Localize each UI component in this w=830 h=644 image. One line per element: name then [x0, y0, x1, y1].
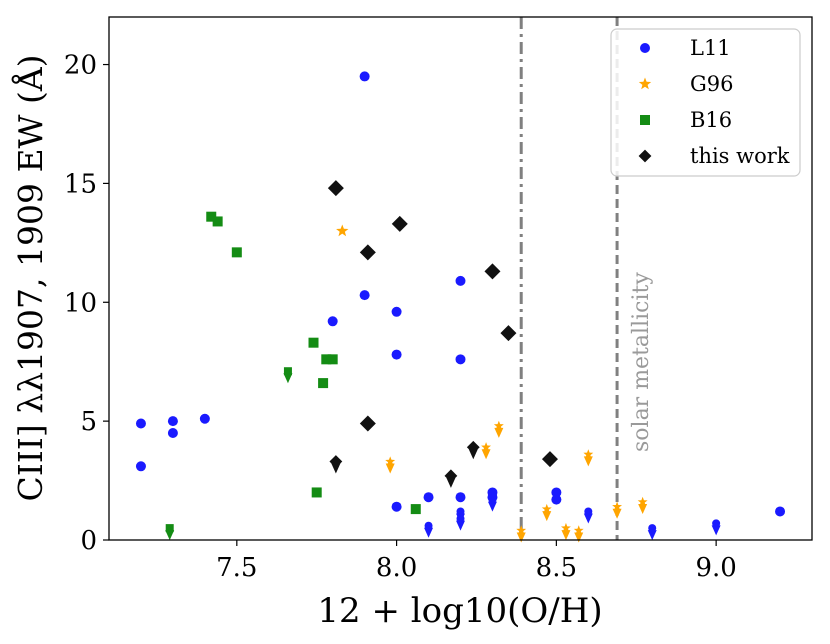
- this-work-upper-limit-arrow-0: [331, 463, 341, 474]
- b16-point-1: [212, 216, 223, 227]
- legend-label-g96: G96: [690, 72, 734, 96]
- legend-marker-b16: [640, 115, 650, 125]
- b16-point-6: [321, 354, 332, 365]
- l11-point-1: [135, 461, 146, 472]
- l11-upper-limit-arrow-5: [647, 530, 657, 541]
- l11-point-11: [423, 492, 434, 503]
- l11-point-13: [455, 354, 466, 365]
- g96-upper-limit-5: [561, 522, 571, 533]
- b16-upper-limit-arrow-0: [165, 530, 175, 541]
- g96-upper-limit-4: [541, 503, 552, 514]
- l11-point-19: [775, 506, 786, 517]
- b16-point-7: [327, 354, 338, 365]
- l11-point-2: [167, 416, 178, 427]
- y-tick-label-2: 10: [64, 288, 97, 318]
- l11-point-10: [391, 501, 402, 512]
- legend-box: [610, 28, 801, 177]
- l11-point-9: [391, 349, 402, 360]
- x-tick-label-3: 9.0: [695, 553, 736, 583]
- x-tick-label-1: 8.0: [376, 553, 417, 583]
- l11-upper-limit-arrow-6: [711, 525, 721, 536]
- y-tick-label-1: 5: [80, 407, 97, 437]
- y-tick-label-3: 15: [64, 169, 97, 199]
- legend-label-this-work: this work: [690, 144, 790, 168]
- l11-point-7: [359, 71, 370, 82]
- l11-point-8: [391, 306, 402, 317]
- g96-upper-limit-arrow-6: [574, 532, 584, 543]
- legend-marker-l11: [640, 43, 650, 53]
- legend-label-b16: B16: [690, 108, 732, 132]
- b16-point-5: [318, 378, 329, 389]
- this-work-upper-limit-arrow-1: [446, 477, 456, 488]
- g96-upper-limit-arrow-8: [612, 508, 622, 519]
- x-axis-ticks: 7.5 8.0 8.5 9.0: [216, 540, 737, 583]
- this-work-point-4: [500, 325, 517, 342]
- plot-frame: [108, 16, 813, 541]
- g96-upper-limit-0: [385, 456, 396, 466]
- l11-point-12: [455, 275, 466, 286]
- legend: L11 G96 B16 this work: [610, 28, 801, 177]
- g96-upper-limit-arrow-3: [516, 532, 526, 543]
- g96-upper-limit-9: [637, 496, 648, 507]
- b16-point-8: [410, 504, 421, 515]
- legend-marker-this-work: [638, 149, 652, 163]
- y-tick-label-4: 20: [64, 51, 97, 81]
- l11-point-5: [327, 316, 338, 327]
- b16-point-2: [231, 247, 242, 258]
- l11-upper-limit-arrow-2: [456, 520, 465, 531]
- g96-upper-limit-3: [516, 525, 527, 535]
- b16-point-4: [311, 487, 322, 498]
- g96-upper-limit-8: [612, 501, 623, 511]
- g96-point-0: [336, 224, 349, 237]
- l11-point-0: [135, 418, 146, 429]
- l11-point-18: [551, 494, 562, 505]
- this-work-point-1: [359, 244, 376, 261]
- l11-point-4: [199, 413, 210, 424]
- b16-point-3: [308, 337, 319, 348]
- b16-upper-limit-1: [283, 367, 292, 376]
- b16-upper-limit-arrow-1: [283, 373, 293, 384]
- g96-upper-limit-1: [481, 442, 492, 452]
- g96-upper-limit-arrow-7: [583, 456, 593, 467]
- this-work-upper-limit-arrow-2: [468, 449, 478, 460]
- x-tick-label-2: 8.5: [536, 553, 577, 583]
- x-tick-label-0: 7.5: [216, 553, 257, 583]
- l11-upper-limit-arrow-4: [583, 513, 593, 524]
- y-axis-title: CIII] λλ1907, 1909 EW (Å): [10, 54, 50, 501]
- legend-label-l11: L11: [690, 36, 731, 60]
- b16-point-0: [206, 211, 217, 222]
- g96-upper-limit-arrow-5: [561, 530, 571, 541]
- l11-point-17: [551, 487, 562, 498]
- this-work-point-5: [359, 415, 376, 432]
- this-work-point-3: [484, 263, 501, 280]
- l11-upper-limit-arrow-3: [487, 501, 497, 512]
- g96-upper-limit-7: [583, 449, 594, 459]
- solar-metallicity-annotation: solar metallicity: [629, 272, 654, 452]
- g96-upper-limit-arrow-9: [638, 503, 648, 514]
- y-tick-label-0: 0: [80, 526, 97, 556]
- data-points: [135, 71, 786, 543]
- g96-upper-limit-6: [573, 525, 584, 535]
- g96-upper-limit-arrow-0: [385, 463, 395, 474]
- g96-upper-limit-arrow-1: [481, 449, 491, 460]
- l11-point-3: [167, 428, 178, 439]
- g96-upper-limit-arrow-4: [542, 511, 552, 522]
- g96-upper-limit-arrow-2: [494, 427, 504, 438]
- l11-upper-limit-arrow-0: [424, 527, 434, 538]
- y-axis-ticks: 0 5 10 15 20: [64, 51, 109, 556]
- this-work-point-6: [541, 451, 558, 468]
- l11-point-6: [359, 290, 370, 301]
- b16-upper-limit-0: [165, 524, 174, 533]
- x-axis-title: 12 + log10(O/H): [317, 591, 602, 631]
- this-work-point-0: [327, 180, 344, 197]
- this-work-point-2: [391, 215, 408, 232]
- g96-upper-limit-2: [493, 420, 504, 431]
- legend-marker-g96: [638, 77, 652, 90]
- l11-point-14: [455, 492, 466, 503]
